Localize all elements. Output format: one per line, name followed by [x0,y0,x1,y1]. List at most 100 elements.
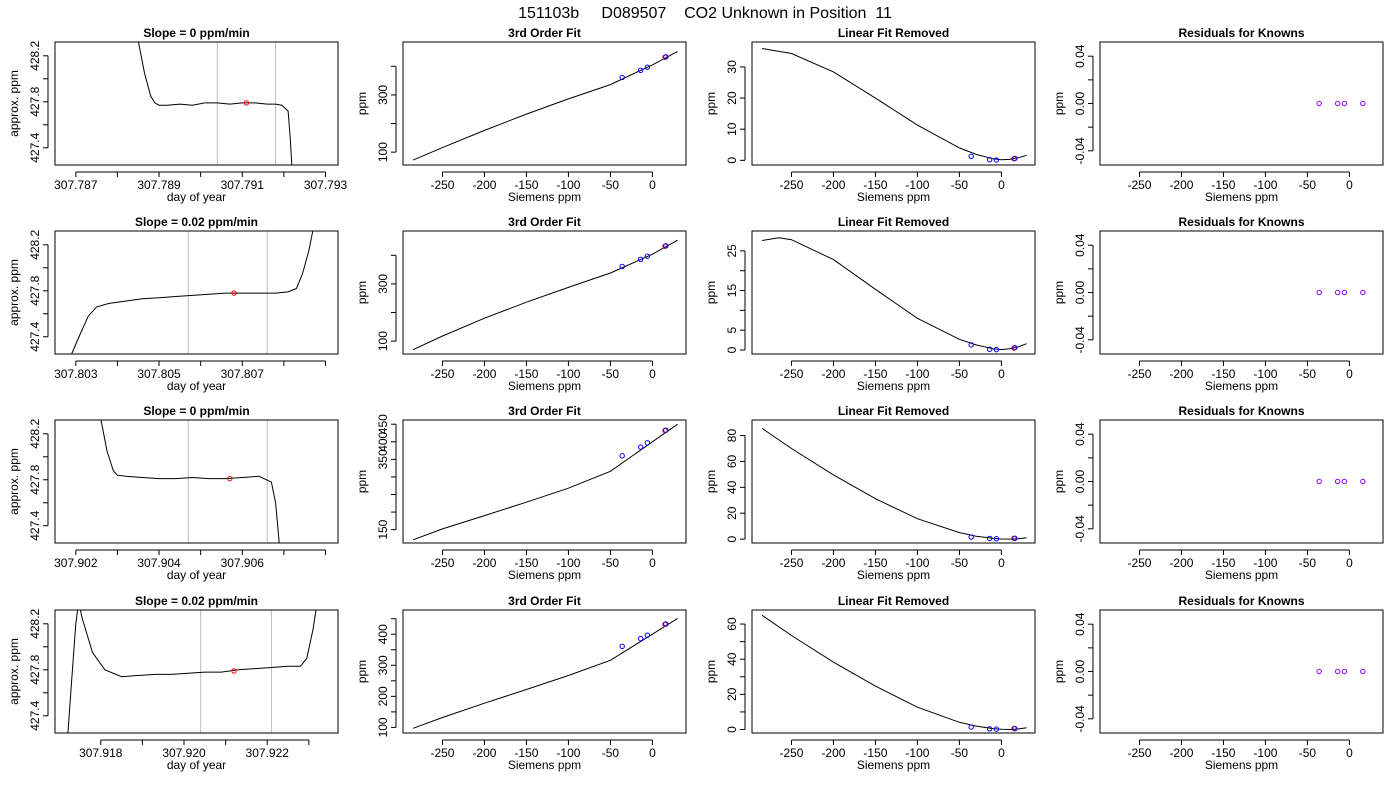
panel-title: Slope = 0 ppm/min [143,404,249,418]
y-axis-label: ppm [704,281,718,304]
data-point [243,100,250,106]
data-point [1341,668,1348,675]
y-tick-label: -0.04 [1073,137,1087,165]
x-tick-label: 307.787 [54,178,98,192]
y-axis-label: ppm [704,660,718,683]
x-axis: -250 -200 -150 -100 -50 0 [1127,739,1353,760]
y-tick-label: 150 [376,519,390,539]
x-axis: -250 -200 -150 -100 -50 0 [430,360,656,381]
data-point [619,263,625,270]
y-tick-label: 80 [725,429,739,443]
plot-area [762,237,1027,353]
y-tick-label: 15 [725,284,739,298]
y-axis-label: ppm [1052,660,1066,683]
y-axis-label: approx. ppm [7,638,21,705]
x-tick-label: -200 [472,178,496,192]
plot-frame [1099,419,1384,544]
y-tick-label: 60 [725,617,739,631]
panel-title: Slope = 0.02 ppm/min [135,594,258,608]
data-point [1360,668,1366,675]
y-tick-label: 0 [725,157,739,164]
x-tick-label: -250 [1127,556,1151,570]
x-tick-label: -50 [1299,367,1317,381]
y-tick-label: 100 [376,142,390,162]
data-point [1316,289,1322,296]
x-tick-label: -150 [514,178,538,192]
data-point [663,243,669,249]
y-tick-label: 428.2 [28,40,42,70]
x-tick-label: -100 [905,556,929,570]
data-point [1012,535,1018,542]
data-point [231,668,237,674]
x-tick-label: -100 [905,367,929,381]
x-axis: 307.918 307.920 307.922 [79,739,310,760]
series-line [412,239,678,351]
data-point [644,64,651,70]
x-tick-label: 307.922 [246,746,290,760]
y-tick-label: 400 [376,431,390,451]
x-axis-label: Siemens ppm [508,568,581,582]
data-point [1316,100,1322,107]
plot-area [412,617,678,729]
data-point [637,444,644,450]
panel-title: Linear Fit Removed [838,215,949,229]
y-tick-label: 20 [725,91,739,105]
y-tick-label: 5 [725,327,739,334]
x-tick-label: -200 [1169,367,1193,381]
plot-frame [751,230,1036,355]
plot-area [137,42,293,165]
x-tick-label: -150 [1211,746,1235,760]
data-point [231,290,237,296]
x-tick-label: 307.906 [221,556,265,570]
y-axis: -0.04 0.00 0.04 [1073,612,1094,732]
x-axis-label: Siemens ppm [857,190,930,204]
x-tick-label: -200 [821,178,845,192]
x-tick-label: 0 [1346,178,1353,192]
plot-frame [54,41,339,166]
series-line [762,237,1027,351]
plot-area [412,239,678,351]
y-axis-label: ppm [355,92,369,115]
plot-area [1316,289,1366,296]
panel-r3-c2: 3rd Order Fit -250 -200 -150 -100 -50 0 Siemens… [355,404,687,582]
data-point [986,157,993,163]
x-axis-label: day of year [167,190,226,204]
y-tick-label: 300 [376,655,390,675]
data-point [968,342,974,348]
series-line [71,231,314,354]
y-tick-label: 427.8 [28,654,42,684]
x-tick-label: -150 [514,367,538,381]
y-axis: -0.04 0.00 0.04 [1073,422,1094,542]
x-axis: -250 -200 -150 -100 -50 0 [779,171,1005,192]
plot-frame [402,609,687,734]
y-tick-label: 40 [725,480,739,494]
y-tick-label: 428.2 [28,418,42,448]
x-tick-label: -50 [602,746,620,760]
x-tick-label: 0 [649,746,656,760]
x-tick-label: -150 [1211,556,1235,570]
plot-area [1316,100,1366,107]
panel-r3-c1: Slope = 0 ppm/min 307.902 307.904 307.906da… [7,404,339,582]
series-line [137,42,293,165]
y-tick-label: 200 [376,686,390,706]
x-axis: 307.787 307.789 307.791 307.793 [54,171,348,192]
x-tick-label: -250 [779,746,803,760]
x-tick-label: 307.920 [162,746,206,760]
y-axis: -0.04 0.00 0.04 [1073,233,1094,353]
x-tick-label: 307.803 [54,367,98,381]
x-axis-label: Siemens ppm [1205,568,1278,582]
x-tick-label: -100 [556,367,580,381]
x-tick-label: -250 [430,367,454,381]
x-axis: -250 -200 -150 -100 -50 0 [430,549,656,570]
x-tick-label: -100 [556,556,580,570]
data-point [986,535,993,542]
x-tick-label: 0 [998,556,1005,570]
x-tick-label: 0 [998,746,1005,760]
x-tick-label: -250 [779,556,803,570]
x-tick-label: -250 [430,556,454,570]
x-axis-label: Siemens ppm [1205,758,1278,772]
x-tick-label: 307.791 [221,178,265,192]
data-point [1341,100,1348,107]
plot-frame [751,419,1036,544]
